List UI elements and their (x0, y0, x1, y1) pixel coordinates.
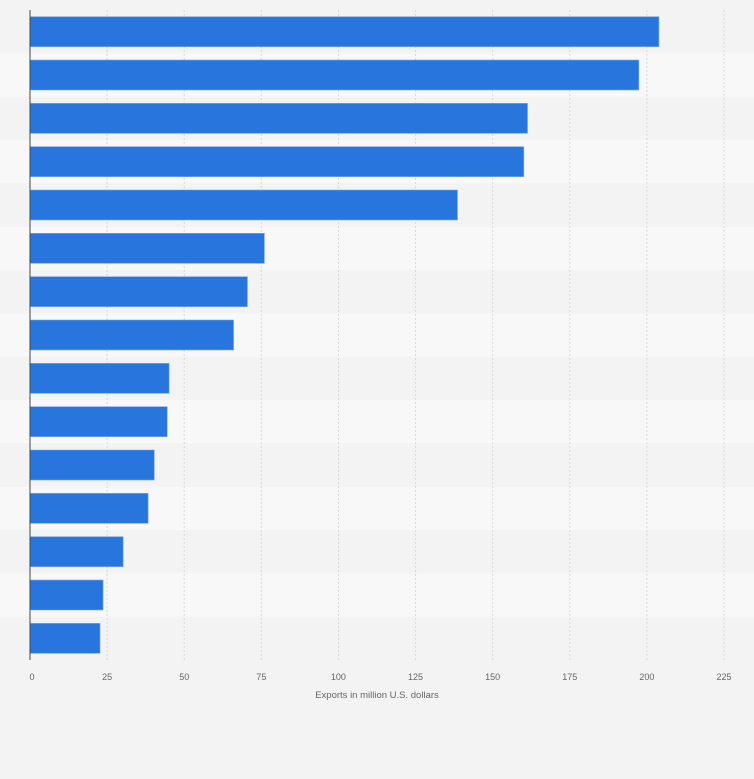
bar[interactable] (29, 319, 234, 351)
bar[interactable] (29, 146, 525, 177)
bar[interactable] (29, 16, 660, 47)
x-tick-label: 200 (639, 672, 654, 682)
bar[interactable] (29, 276, 248, 307)
x-axis-label: Exports in million U.S. dollars (315, 690, 439, 701)
row-band (0, 573, 754, 617)
x-tick-label: 150 (485, 672, 500, 682)
x-tick-label: 25 (102, 672, 112, 682)
x-tick-label: 125 (408, 672, 423, 682)
bar[interactable] (29, 189, 458, 221)
bar[interactable] (29, 103, 528, 134)
x-tick-label: 50 (179, 672, 189, 682)
x-tick-label: 100 (331, 672, 346, 682)
bar[interactable] (29, 449, 155, 481)
x-tick-label: 175 (562, 672, 577, 682)
bar[interactable] (29, 493, 149, 524)
x-tick-label: 75 (256, 672, 266, 682)
bar[interactable] (29, 406, 168, 437)
bar[interactable] (29, 579, 104, 611)
x-tick-label: 0 (29, 672, 34, 682)
bar[interactable] (29, 59, 640, 91)
row-band (0, 616, 754, 660)
bar[interactable] (29, 536, 124, 567)
row-band (0, 530, 754, 574)
bar[interactable] (29, 233, 265, 264)
x-tick-label: 225 (716, 672, 731, 682)
bar[interactable] (29, 363, 170, 394)
bar[interactable] (29, 623, 101, 654)
